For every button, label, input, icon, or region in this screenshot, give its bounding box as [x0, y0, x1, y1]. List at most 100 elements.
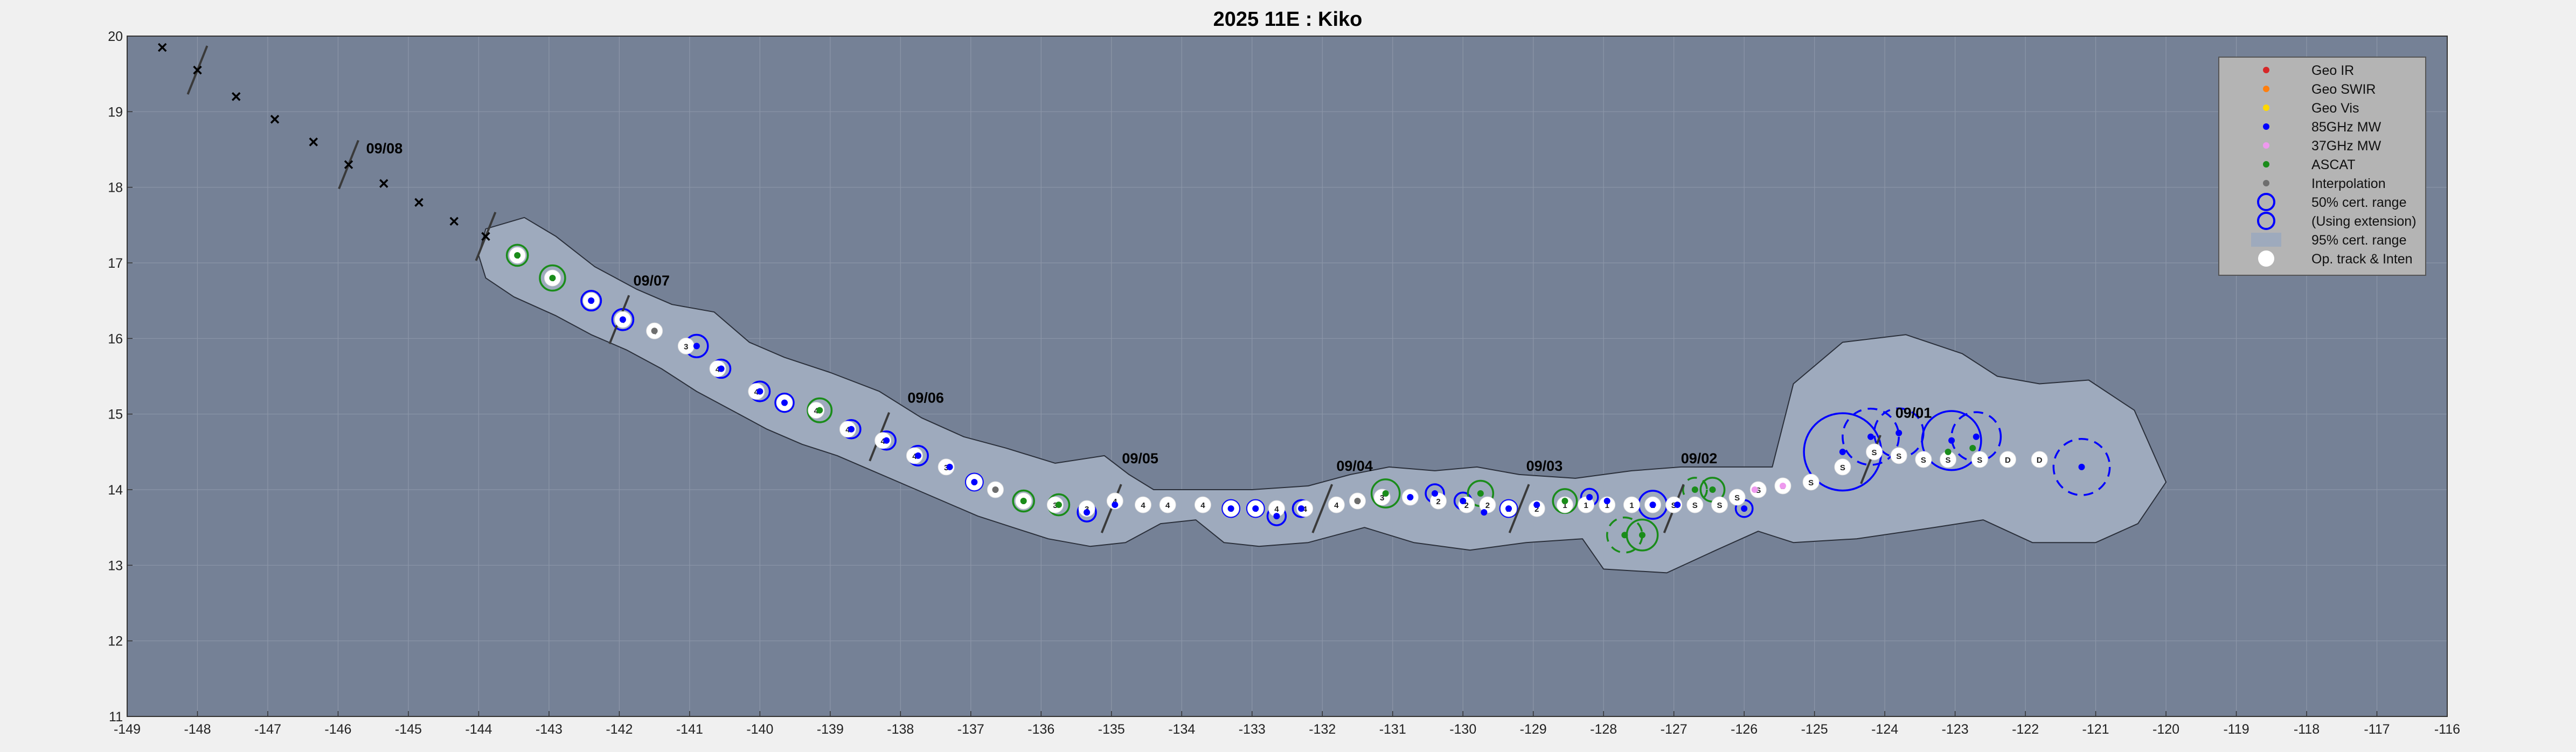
cross-stroke	[309, 137, 318, 147]
track-point: 4	[748, 383, 765, 400]
track-marker	[1578, 496, 1595, 513]
track-point: 2	[1430, 492, 1447, 510]
track-intensity-label: 3	[1053, 501, 1057, 510]
track-marker	[1890, 447, 1907, 464]
legend-marker	[2263, 161, 2269, 168]
track-marker	[1665, 496, 1683, 513]
forecast-cross	[449, 217, 459, 226]
forecast-cross	[379, 179, 388, 188]
track-intensity-label: S	[1872, 448, 1877, 457]
track-point: S	[1711, 496, 1728, 513]
fix-dot-mw85	[1432, 490, 1439, 497]
x-tick-label: -143	[536, 722, 563, 737]
cross-stroke	[414, 198, 423, 207]
track-marker	[1915, 451, 1932, 468]
track-point: S	[1802, 474, 1820, 491]
track-intensity-label: S	[1755, 486, 1761, 495]
track-point: S	[1890, 447, 1907, 464]
fix-dot-ascat	[1020, 498, 1027, 505]
fix-dot-mw85	[619, 316, 626, 323]
track-marker	[1106, 492, 1123, 510]
x-tick-label: -148	[184, 722, 211, 737]
cross-stroke	[481, 232, 490, 241]
track-intensity-label: 1	[1629, 501, 1634, 510]
x-tick-label: -124	[1871, 722, 1898, 737]
track-marker	[1866, 443, 1883, 461]
track-intensity-label: 3	[1380, 493, 1384, 503]
plot-frame	[127, 36, 2448, 717]
x-tick-label: -136	[1027, 722, 1054, 737]
track-point: D	[2031, 451, 2048, 468]
legend-entry: Geo SWIR	[2263, 82, 2376, 97]
track-point: 4	[906, 447, 923, 464]
track-intensity-label: 2	[1535, 505, 1539, 514]
x-tick-label: -138	[887, 722, 914, 737]
legend-label: Op. track & Inten	[2311, 252, 2413, 267]
legend-entry: 50% cert. range	[2257, 193, 2407, 211]
legend-entry: Geo Vis	[2263, 101, 2359, 116]
legend-label: (Using extension)	[2311, 214, 2417, 229]
fix-dot-mw85	[1298, 505, 1305, 512]
y-tick-label: 14	[108, 483, 123, 498]
x-tick-label: -122	[2012, 722, 2039, 737]
track-point: S	[1728, 489, 1746, 506]
track-intensity-label: 4	[1334, 501, 1339, 510]
track-point: 4	[1135, 496, 1152, 513]
track-point: S	[1971, 451, 1988, 468]
track-point: 3	[1046, 496, 1064, 513]
x-tick-label: -118	[2294, 722, 2320, 737]
track-point: 4	[1328, 496, 1345, 513]
certainty-envelope	[478, 217, 2167, 574]
chart-title: 2025 11E : Kiko	[1213, 8, 1363, 31]
x-tick-label: -130	[1449, 722, 1476, 737]
track-point: S	[1686, 496, 1704, 513]
track-intensity-label: S	[1977, 456, 1982, 465]
track-marker	[1802, 474, 1820, 491]
fix-dot-mw85	[1505, 505, 1512, 512]
fix-dot-mw85	[1273, 513, 1280, 520]
legend-entry: (Using extension)	[2257, 212, 2417, 230]
cross-stroke	[232, 92, 241, 101]
track-marker	[2031, 451, 2048, 468]
track-intensity-label: 4	[754, 388, 759, 397]
fix-dot-mw37	[1751, 486, 1758, 493]
cross-stroke	[344, 160, 353, 169]
fix-dot-mw85	[1649, 502, 1656, 509]
track-marker	[938, 458, 955, 476]
track-marker	[874, 432, 892, 449]
x-tick-label: -131	[1379, 722, 1406, 737]
track-marker	[1599, 496, 1616, 513]
track-point: 4	[1159, 496, 1176, 513]
track-intensity-label: 1	[1605, 501, 1609, 510]
fix-dot-interp	[992, 486, 999, 493]
fix-dot-mw85	[1603, 498, 1610, 505]
forecast-cross	[158, 43, 167, 52]
track-intensity-label: S	[1921, 456, 1926, 465]
track-intensity-label: S	[1840, 463, 1845, 472]
cert-circle-50	[1499, 499, 1518, 518]
track-intensity-label: 4	[1274, 505, 1279, 514]
fix-dot-mw85	[781, 399, 788, 406]
fix-dot-interp	[651, 328, 658, 335]
forecast-crosses	[158, 43, 490, 241]
x-tick-label: -142	[606, 722, 633, 737]
cert-circle-50	[774, 392, 795, 413]
x-tick-label: -133	[1239, 722, 1266, 737]
y-tick-label: 13	[108, 558, 123, 573]
fix-dot-mw85	[1741, 505, 1748, 512]
track-intensity-label: D	[2005, 456, 2011, 465]
legend-marker	[2263, 142, 2269, 149]
track-marker	[1479, 496, 1496, 513]
fix-dot-mw85	[946, 463, 953, 470]
date-label: 09/02	[1681, 450, 1718, 466]
track-intensity-label: 3	[944, 463, 948, 472]
x-tick-label: -134	[1168, 722, 1195, 737]
track-point: 4	[1296, 500, 1314, 517]
cross-stroke	[379, 179, 388, 188]
x-tick-label: -137	[957, 722, 984, 737]
fix-dot-ascat	[514, 252, 521, 259]
track-marker	[1686, 496, 1704, 513]
fix-dot-mw85	[1460, 498, 1467, 505]
track-intensity-label: 4	[1165, 501, 1170, 510]
